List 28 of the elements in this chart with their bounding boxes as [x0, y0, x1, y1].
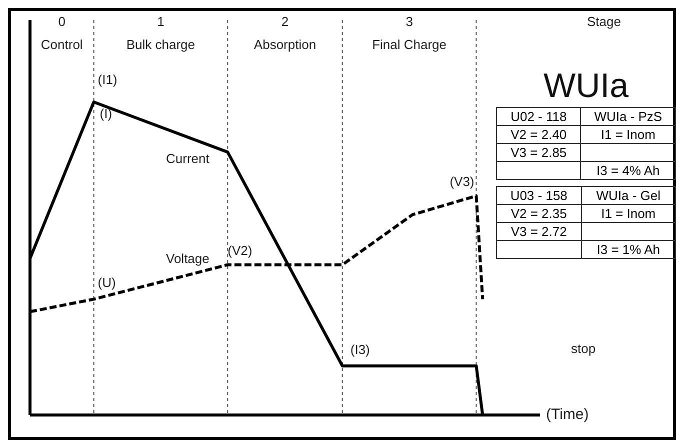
text: stop — [571, 341, 596, 356]
annotation: U03 - 158 — [496, 186, 582, 204]
text: 0 — [58, 14, 66, 29]
annotation: V2 = 2.35 — [496, 204, 582, 222]
annotation: V2 = 2.40 — [496, 126, 581, 144]
annotation: V3 = 2.85 — [496, 144, 581, 162]
text: (I1) — [98, 72, 118, 87]
text: Absorption — [254, 37, 316, 52]
annotation: (I) — [100, 106, 112, 121]
text: Control — [40, 37, 83, 52]
x-axis-title: (Time) — [546, 406, 589, 423]
annotation: (V2) — [228, 242, 252, 258]
settings-table: U03 - 158 WUIa - Gel V2 = 2.35 I1 = Inom V3 = 2.72 I3 = 1% Ah — [496, 186, 676, 259]
chart-title: WUIa — [544, 67, 628, 106]
series-label: Current — [166, 151, 210, 166]
settings-table: U02 - 118 WUIa - PzS V2 = 2.40 I1 = Inom V3 = 2.85 I3 = 4% Ah — [496, 107, 676, 180]
series-label: Voltage — [166, 251, 210, 266]
text: Stage — [587, 14, 621, 29]
text: Final Charge — [372, 37, 447, 52]
text: Bulk charge — [126, 37, 196, 52]
annotation: (I3) — [350, 342, 370, 357]
text: 2 — [281, 14, 289, 29]
annotation: U02 - 118 — [496, 108, 581, 126]
text: 3 — [406, 14, 413, 29]
annotation: V3 = 2.72 — [496, 222, 582, 240]
annotation: (V3) — [450, 174, 474, 189]
annotation: (U) — [98, 275, 116, 290]
text: 1 — [157, 14, 164, 29]
